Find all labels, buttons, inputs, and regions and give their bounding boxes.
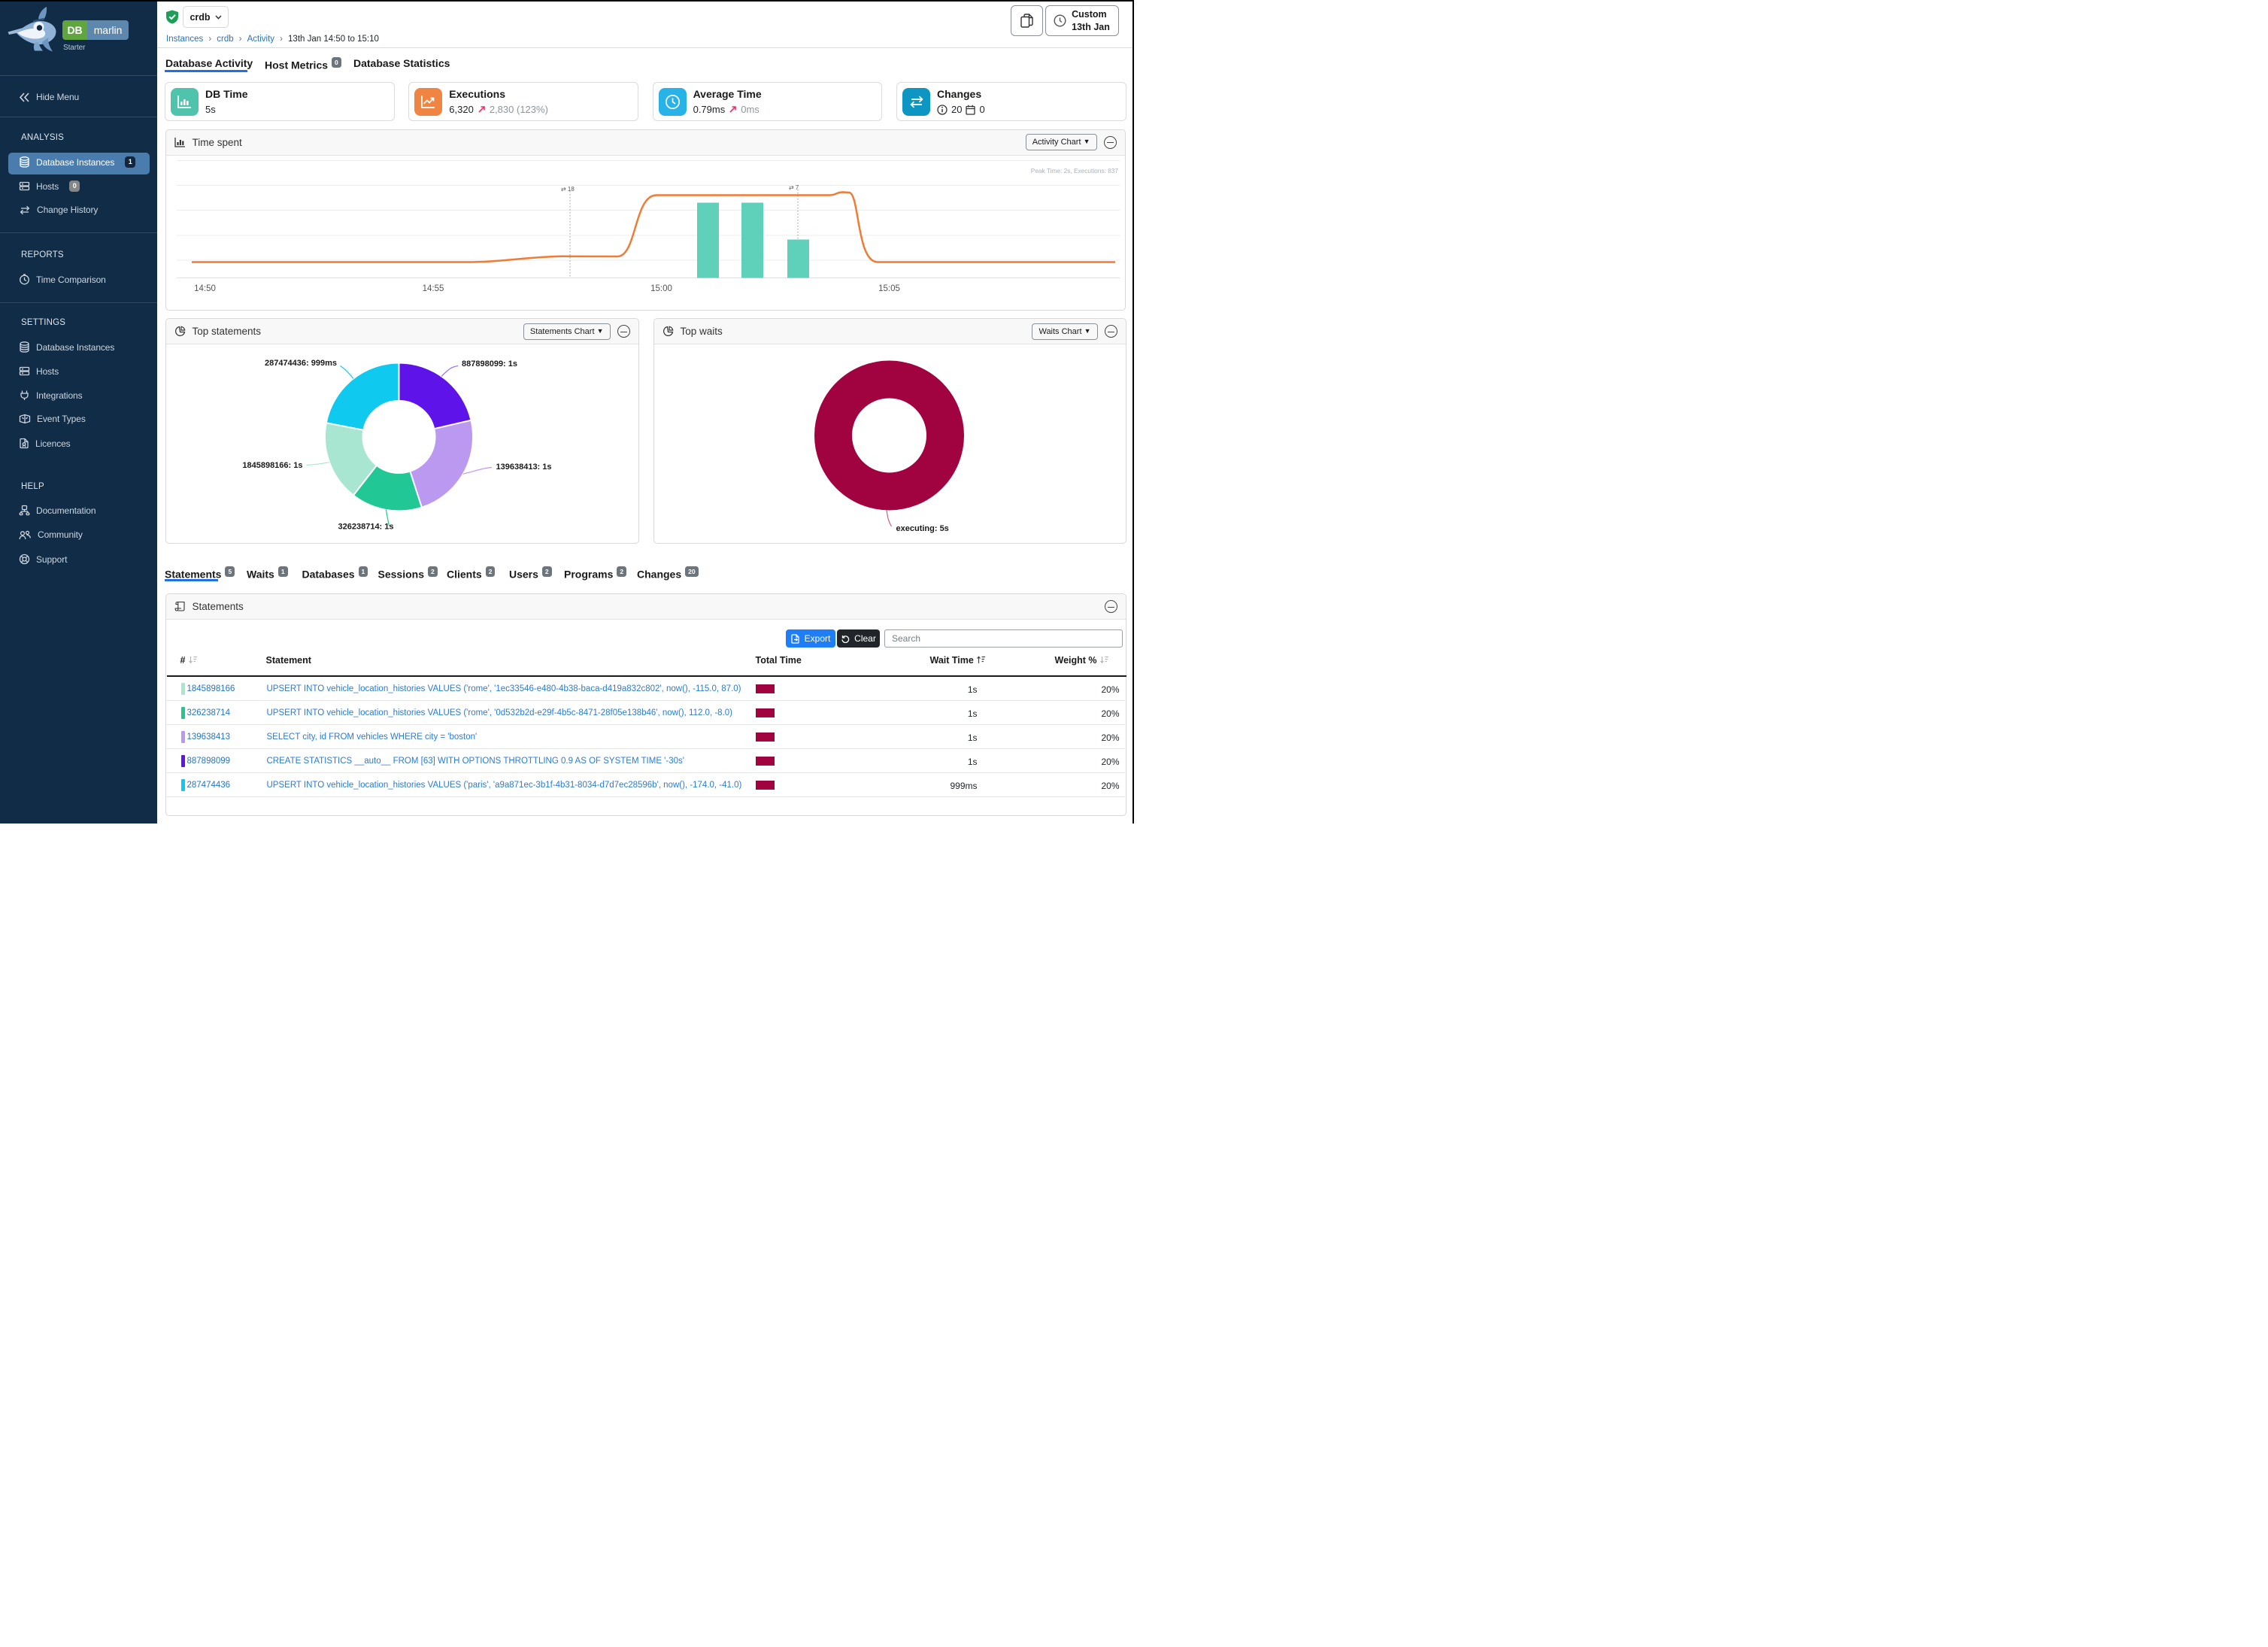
svg-text:14:55: 14:55 [422,284,444,293]
svg-text:⇄ 7: ⇄ 7 [789,184,799,191]
svg-text:executing: 5s: executing: 5s [896,524,948,533]
svg-text:15:00: 15:00 [650,284,672,293]
svg-text:14:50: 14:50 [194,284,216,293]
svg-text:15:05: 15:05 [878,284,900,293]
svg-text:887898099: 1s: 887898099: 1s [462,359,517,369]
svg-text:1845898166: 1s: 1845898166: 1s [242,461,302,470]
svg-text:287474436: 999ms: 287474436: 999ms [264,359,336,368]
svg-text:139638413: 1s: 139638413: 1s [496,463,551,472]
svg-text:Peak Time: 2s, Executions: 837: Peak Time: 2s, Executions: 837 [1030,167,1118,174]
svg-text:⇄ 18: ⇄ 18 [561,186,575,193]
svg-text:326238714: 1s: 326238714: 1s [338,523,393,532]
